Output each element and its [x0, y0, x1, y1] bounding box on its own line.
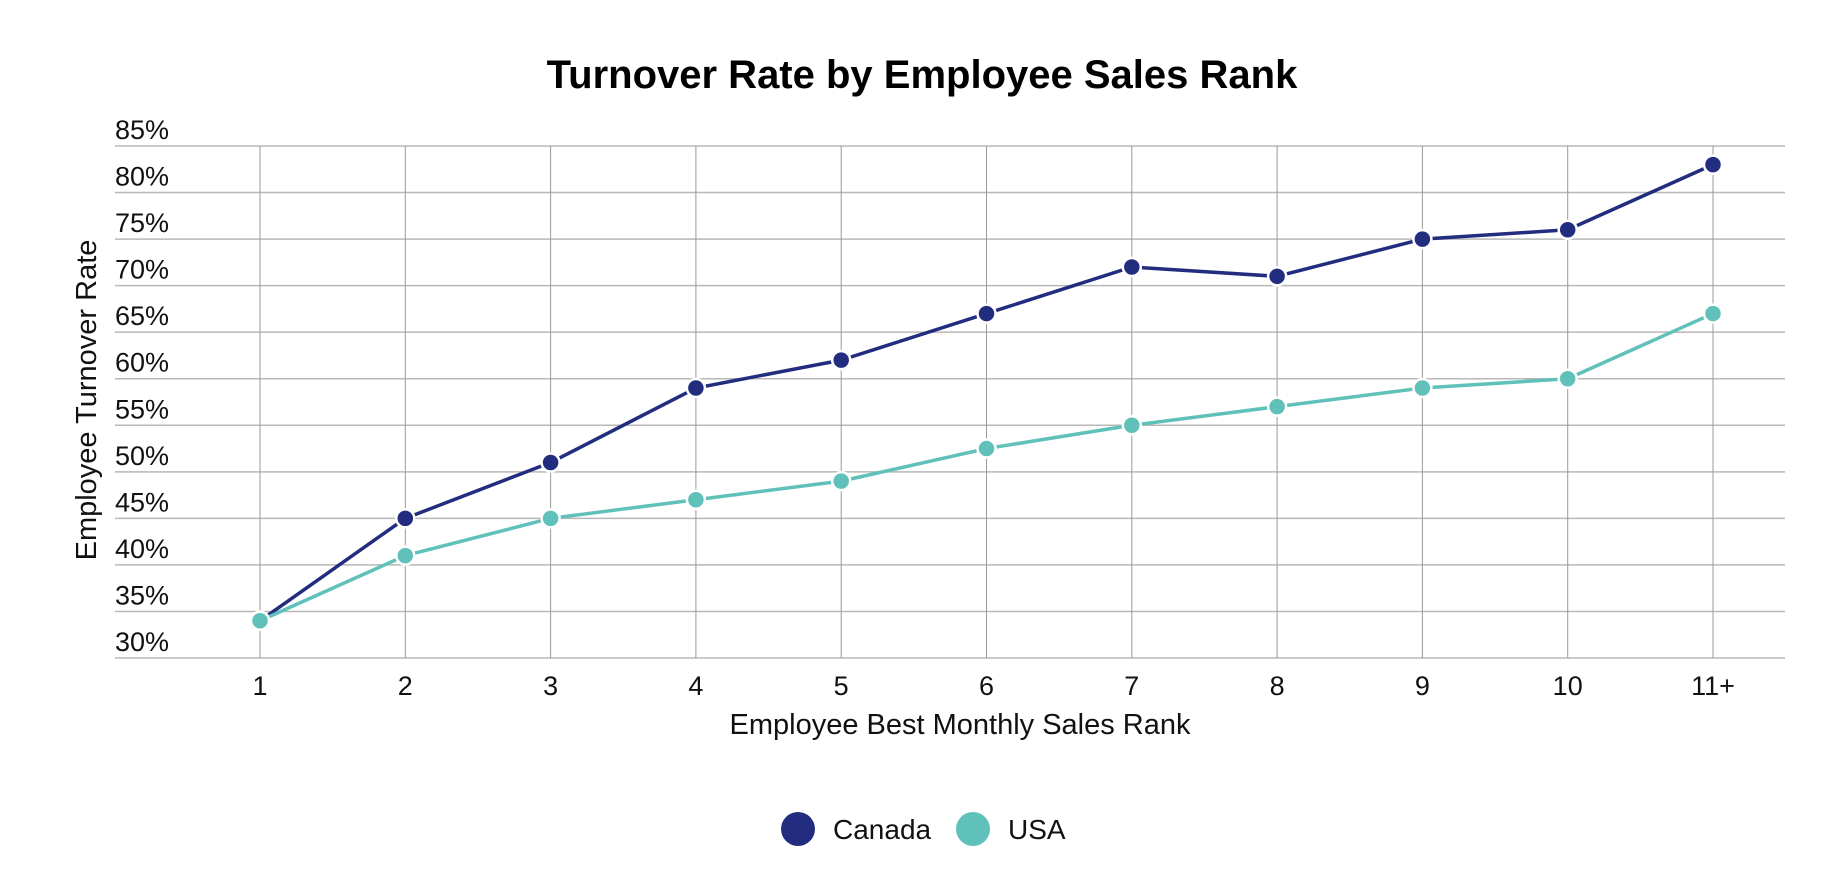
x-tick-label: 10	[1553, 671, 1583, 701]
x-tick-label: 8	[1270, 671, 1285, 701]
data-point-canada	[540, 452, 561, 473]
data-point-usa	[830, 470, 852, 492]
data-point-canada	[1266, 266, 1288, 287]
legend: Canada USA	[781, 812, 1066, 846]
y-tick-label: 75%	[115, 208, 169, 238]
data-point-canada	[976, 303, 997, 324]
x-tick-label: 1	[252, 671, 267, 701]
x-tick-label: 11+	[1691, 671, 1735, 701]
x-axis-label: Employee Best Monthly Sales Rank	[730, 709, 1191, 741]
y-tick-label: 85%	[115, 115, 169, 145]
grid	[115, 145, 1785, 659]
legend-marker-usa	[956, 812, 990, 846]
data-point-canada	[395, 508, 416, 529]
y-tick-label: 45%	[115, 487, 169, 517]
legend-marker-canada	[781, 812, 815, 846]
y-tick-label: 70%	[115, 255, 169, 285]
y-tick-label: 60%	[115, 348, 169, 378]
x-tick-label: 4	[688, 671, 703, 701]
x-tick-label: 3	[543, 671, 558, 701]
chart-title: Turnover Rate by Employee Sales Rank	[547, 53, 1298, 97]
data-point-usa	[1121, 415, 1143, 436]
data-point-usa	[249, 610, 271, 632]
y-tick-label: 35%	[115, 580, 169, 610]
data-point-usa	[1266, 396, 1288, 417]
legend-label-canada: Canada	[833, 814, 932, 845]
data-point-canada	[1412, 228, 1433, 250]
y-axis-label: Employee Turnover Rate	[71, 240, 103, 561]
y-tick-label: 50%	[115, 441, 169, 471]
series-group	[249, 154, 1724, 632]
y-tick-label: 65%	[115, 301, 169, 331]
x-tick-label: 6	[979, 671, 994, 701]
data-point-usa	[1412, 377, 1433, 399]
data-point-usa	[540, 508, 561, 529]
x-tick-label: 2	[398, 671, 413, 701]
y-axis-ticks: 30% 35% 40% 45% 50% 55% 60% 65% 70% 75% 80% 85%	[115, 115, 169, 657]
data-point-canada	[1121, 256, 1143, 278]
x-tick-label: 5	[834, 671, 849, 701]
data-point-canada	[1702, 154, 1724, 175]
data-point-usa	[395, 545, 416, 566]
data-point-usa	[685, 489, 707, 510]
y-tick-label: 80%	[115, 162, 169, 192]
x-axis-ticks: 1 2 3 4 5 6 7 8 9 10 11+	[252, 671, 1734, 701]
data-point-usa	[1557, 368, 1578, 389]
data-point-canada	[1557, 219, 1578, 241]
y-tick-label: 55%	[115, 394, 169, 424]
y-tick-label: 40%	[115, 534, 169, 564]
legend-label-usa: USA	[1008, 814, 1066, 845]
data-point-usa	[976, 438, 997, 459]
y-tick-label: 30%	[115, 627, 169, 657]
x-tick-label: 9	[1415, 671, 1430, 701]
data-point-usa	[1702, 303, 1724, 324]
x-tick-label: 7	[1124, 671, 1139, 701]
data-point-canada	[685, 377, 707, 399]
data-point-canada	[830, 349, 852, 371]
